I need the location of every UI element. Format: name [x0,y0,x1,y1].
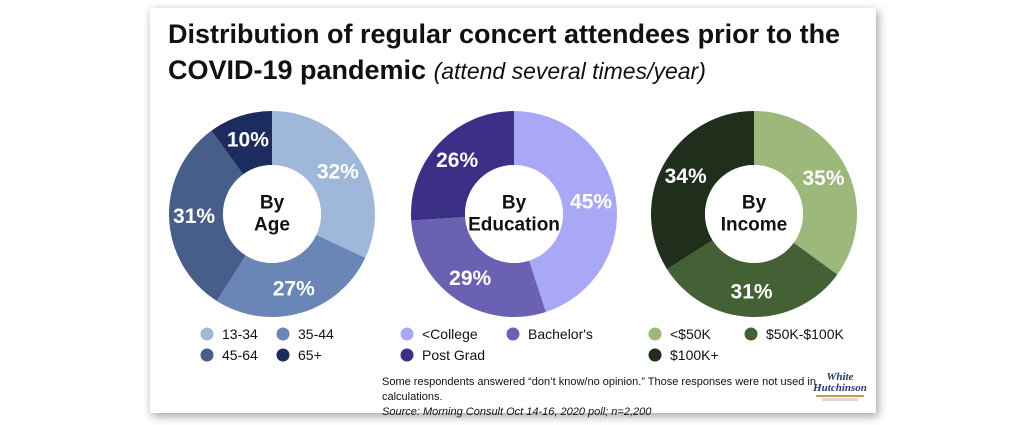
donut-0-slice-1-label: 27% [273,277,315,300]
footnote-note: Some respondents answered “don’t know/no… [382,376,816,403]
logo-tagline [822,398,858,401]
logo-line-2: Hutchinson [813,382,867,394]
donut-0-slice-3 [211,111,272,175]
donut-0-slice-3-label: 10% [227,128,269,151]
donut-0-legend-label-2: 45-64 [222,347,258,363]
donut-1-hole [465,165,563,263]
donut-0-hole [223,165,321,263]
donut-0-legend-label-1: 35-44 [298,326,334,342]
donut-0-legend-swatch-2 [200,348,214,362]
donut-1-slice-0-label: 45% [570,190,612,213]
donut-2-slice-1-label: 31% [731,280,773,303]
donut-2-legend-label-0: <$50K [670,326,712,342]
white-hutchinson-logo: White Hutchinson [812,372,868,406]
donut-0-slice-2 [168,130,246,301]
chart-title-main: Distribution of regular concert attendee… [168,19,841,85]
donut-2-slice-0-label: 35% [802,167,844,190]
donut-2-slice-0 [754,111,857,275]
donut-2-slice-2 [651,111,754,270]
donut-0-legend-swatch-1 [276,327,290,341]
donut-1-slice-1-label: 29% [449,267,491,290]
donut-1-legend-swatch-1 [506,327,520,341]
donut-0-center-label-0: By [260,193,285,214]
footnote-source: Source: Morning Consult Oct 14-16, 2020 … [382,406,652,418]
donut-1-slice-0 [514,111,618,312]
donut-1-slice-1 [411,217,546,317]
donut-2-legend-label-2: $100K+ [670,347,719,363]
donut-0-slice-1 [216,234,366,317]
chart-title: Distribution of regular concert attendee… [168,16,868,89]
donut-2-legend-swatch-0 [648,327,662,341]
donut-2-hole [705,165,803,263]
donut-2-legend-swatch-2 [648,348,662,362]
donut-0-slice-0 [272,111,375,258]
donut-1-legend-label-1: Bachelor's [528,326,593,342]
donut-1-center-label-0: By [502,193,527,214]
donut-2-slice-1 [667,240,838,317]
logo-line-1: White [826,371,854,383]
donut-0-legend-label-3: 65+ [298,347,322,363]
donut-1-legend-swatch-0 [400,327,414,341]
donut-1-legend-swatch-2 [400,348,414,362]
donut-1-slice-2-label: 26% [436,149,478,172]
donut-2-slice-2-label: 34% [665,165,707,188]
donut-0-slice-2-label: 31% [173,205,215,228]
donut-2-center-label-0: By [742,193,767,214]
donut-0-legend-swatch-3 [276,348,290,362]
donut-2-center-label-1: Income [721,215,788,236]
donut-2-legend-swatch-1 [744,327,758,341]
donut-0-legend-swatch-0 [200,327,214,341]
logo-rule [816,395,864,397]
donut-1-legend-label-2: Post Grad [422,347,485,363]
donut-0-legend-label-0: 13-34 [222,326,258,342]
donut-2-legend-label-1: $50K-$100K [766,326,845,342]
donut-0-slice-0-label: 32% [317,161,359,184]
donut-1-center-label-1: Education [468,215,560,236]
donut-1-legend-label-0: <College [422,326,478,342]
chart-card: Distribution of regular concert attendee… [150,8,876,418]
chart-title-sub: (attend several times/year) [433,58,706,84]
donut-1-slice-2 [410,111,514,221]
footnote: Some respondents answered “don’t know/no… [382,375,822,420]
donut-0-center-label-1: Age [254,215,290,236]
